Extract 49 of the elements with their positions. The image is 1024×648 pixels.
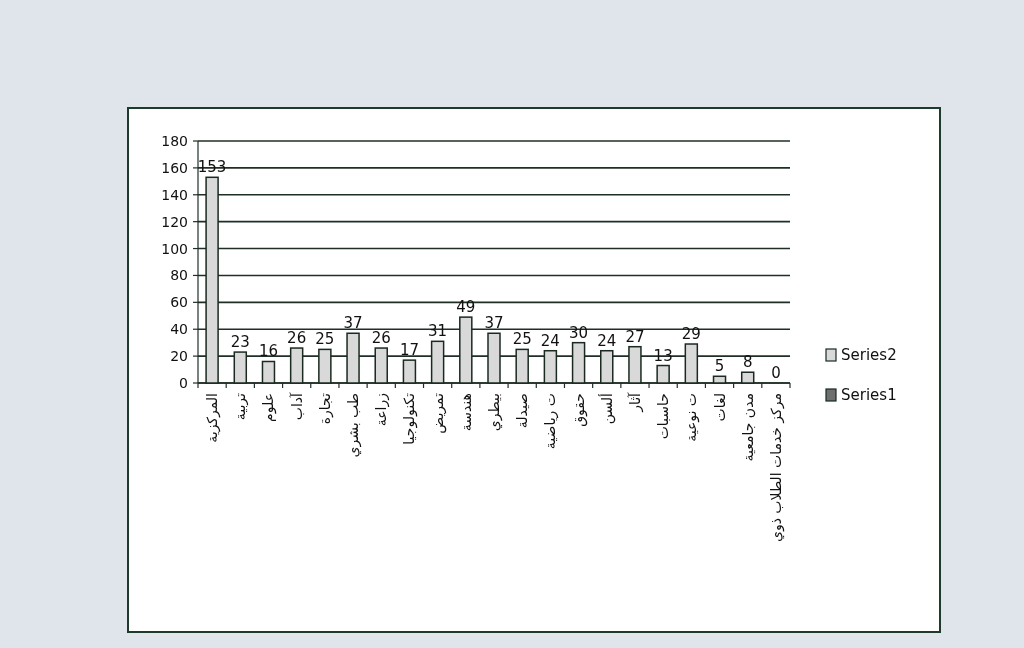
y-tick-label: 100 <box>161 240 188 257</box>
x-tick-label: آثار <box>626 391 644 413</box>
y-tick-label: 120 <box>161 213 188 230</box>
y-tick-label: 20 <box>170 348 188 365</box>
data-label: 37 <box>343 314 363 333</box>
y-tick-label: 0 <box>179 375 188 391</box>
y-tick-label: 40 <box>170 321 188 338</box>
data-label: 8 <box>742 353 753 372</box>
x-tick-label: بيطري <box>486 393 503 432</box>
x-tick-label: علوم <box>260 393 278 422</box>
x-tick-label: المركزية <box>204 393 222 443</box>
x-tick-label: ت نوعية <box>683 393 701 442</box>
x-tick-label: حاسبات <box>655 393 672 440</box>
data-label: 27 <box>625 327 645 346</box>
data-label: 5 <box>714 357 725 376</box>
x-tick-label: لغات <box>711 393 728 422</box>
legend-label: Series2 <box>841 346 897 364</box>
y-tick-label: 160 <box>161 159 188 176</box>
x-tick-label: صيدلة <box>514 393 531 429</box>
y-tick-label: 80 <box>170 267 188 284</box>
data-label: 23 <box>230 333 250 352</box>
data-label: 17 <box>399 341 419 360</box>
x-tick-label: آداب <box>288 391 305 421</box>
x-tick-label: تجارة <box>316 392 334 425</box>
legend-label: Series1 <box>841 386 897 404</box>
x-tick-label: مدن جامعية <box>739 393 756 462</box>
data-label: 49 <box>456 298 476 317</box>
x-tick-label: ألسن <box>597 392 616 425</box>
data-label: 0 <box>771 364 781 382</box>
x-tick-label: طب بشري <box>345 393 363 458</box>
data-label: 29 <box>681 325 701 344</box>
data-label: 25 <box>315 330 335 349</box>
y-tick-label: 60 <box>170 294 188 311</box>
x-tick-label: تكنولوجيا <box>401 392 419 445</box>
x-tick-label: حقوق <box>570 393 588 427</box>
x-tick-label: مركز خدمات الطلاب ذوي <box>767 393 785 543</box>
data-label: 26 <box>287 329 307 348</box>
data-label: 24 <box>540 331 560 350</box>
data-label: 24 <box>597 331 617 350</box>
y-tick-label: 140 <box>161 186 188 203</box>
x-tick-label: تربية <box>232 392 250 421</box>
x-tick-label: زراعة <box>373 393 391 427</box>
x-tick-label: تمريض <box>429 392 447 434</box>
data-label: 26 <box>371 329 391 348</box>
y-tick-label: 180 <box>161 133 188 149</box>
data-label: 37 <box>484 314 504 333</box>
data-label: 25 <box>512 330 532 349</box>
x-tick-label: ت رياضية <box>542 393 560 450</box>
x-tick-label: هندسة <box>457 393 474 432</box>
